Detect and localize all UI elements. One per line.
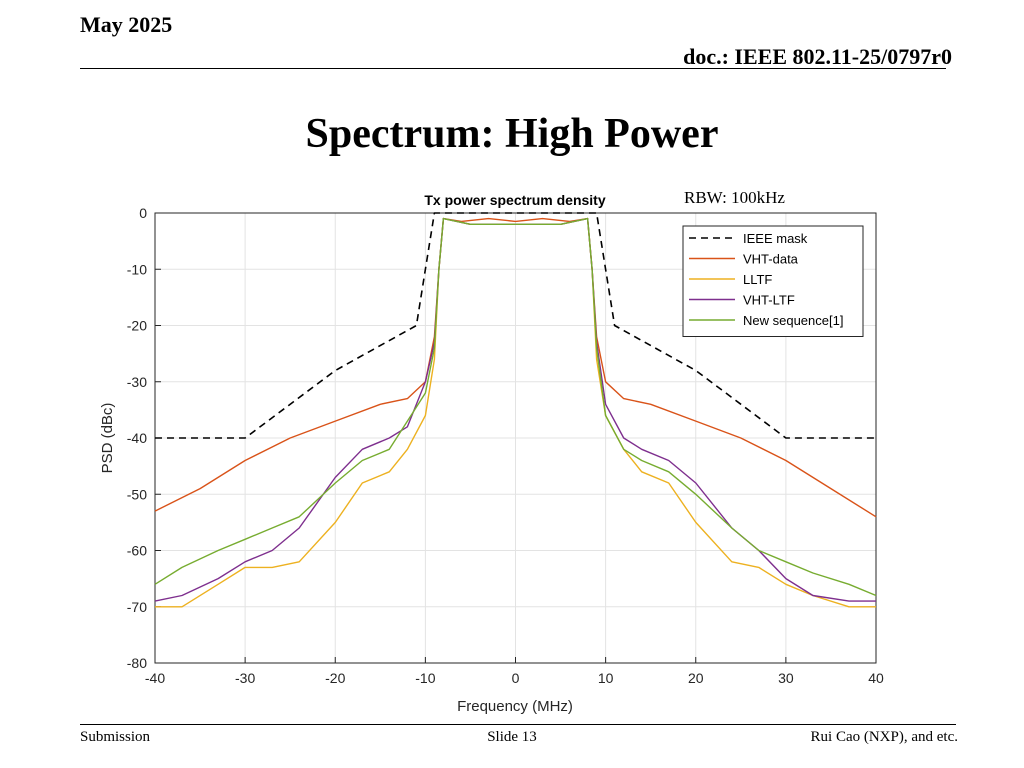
- legend-label: IEEE mask: [743, 231, 808, 246]
- y-tick-label: -40: [127, 430, 147, 446]
- y-tick-label: -10: [127, 261, 147, 277]
- x-tick-label: -30: [235, 670, 255, 686]
- x-tick-label: -40: [145, 670, 165, 686]
- chart-legend: IEEE mask VHT-data LLTF VHT-LTF New sequence…: [682, 225, 864, 337]
- y-axis-label: PSD (dBc): [99, 403, 116, 474]
- x-axis-label: Frequency (MHz): [457, 698, 573, 715]
- x-tick-label: 30: [778, 670, 794, 686]
- footer-slide-number: Slide 13: [487, 729, 537, 745]
- y-tick-label: -20: [127, 318, 147, 334]
- legend-box: [682, 225, 864, 337]
- y-tick-label: -30: [127, 374, 147, 390]
- footer-divider: [80, 724, 956, 725]
- x-tick-label: 0: [512, 670, 520, 686]
- x-tick-label: -20: [325, 670, 345, 686]
- series-line-new-sequence-1: [154, 217, 877, 597]
- x-tick-label: 40: [868, 670, 884, 686]
- y-tick-label: 0: [139, 205, 147, 221]
- legend-label: LLTF: [743, 272, 772, 287]
- y-tick-label: -50: [127, 486, 147, 502]
- chart-title: Tx power spectrum density: [424, 192, 605, 208]
- footer-author: Rui Cao (NXP), and etc.: [810, 729, 958, 745]
- rbw-annotation: RBW: 100kHz: [684, 188, 785, 207]
- legend-label: New sequence[1]: [743, 313, 843, 328]
- header-divider: [80, 68, 946, 69]
- legend-label: VHT-LTF: [743, 293, 795, 308]
- y-tick-label: -60: [127, 543, 147, 559]
- chart-series: [154, 212, 877, 608]
- legend-label: VHT-data: [743, 252, 799, 267]
- header-date: May 2025: [80, 12, 173, 37]
- series-line-ieee-mask: [155, 212, 876, 439]
- x-tick-label: 10: [598, 670, 614, 686]
- y-tick-label: -80: [127, 655, 147, 671]
- x-tick-label: -10: [415, 670, 435, 686]
- x-tick-label: 20: [688, 670, 704, 686]
- footer-submission: Submission: [80, 729, 151, 745]
- axis-ticks: -40 -30 -20 -10 0 10 20 30 40 0 -10 -20 -30 -40 -50 -60…: [127, 205, 884, 686]
- slide-title: Spectrum: High Power: [305, 111, 719, 157]
- y-tick-label: -70: [127, 599, 147, 615]
- series-line-vht-data: [154, 217, 877, 518]
- header-doc-id: doc.: IEEE 802.11-25/0797r0: [683, 44, 952, 69]
